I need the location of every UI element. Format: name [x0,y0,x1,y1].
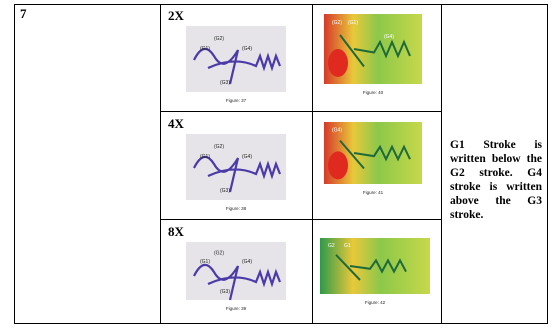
stroke-label: G1 [344,243,351,249]
ink-stroke [193,155,282,193]
stroke-label: (G4) [242,154,252,160]
thermal-photo [320,238,430,294]
stroke-label: (G2) [214,250,224,256]
stroke-label: (G2) [214,36,224,42]
stroke-label: (G3) [220,289,230,295]
stroke-label: (G4) [242,46,252,52]
sketch-figure: (G2) (G1) (G4) (G3) Figure: 38 [186,134,286,211]
figure-caption: Figure: 37 [226,98,247,103]
sketch-figure: (G2) (G1) (G4) (G3) Figure: 39 [186,242,286,311]
stroke-label: (G1) [200,154,210,160]
heat-spot [328,151,348,180]
sketch-figure: (G2) (G1) (G4) (G3) Figure: 37 [186,26,286,103]
stroke-label: (G2) [214,144,224,150]
stroke-trace [335,254,407,281]
thermal-figure: (G4) Figure: 41 [324,122,422,195]
stroke-label: (G1) [200,46,210,52]
row-number: 7 [20,6,27,21]
stroke-label: (G1) [348,20,358,26]
figure-caption: Figure: 42 [365,300,386,305]
stroke-trace [339,34,411,68]
magnification-label: 8X [168,224,184,239]
row-divider [160,219,442,220]
thermal-figure: (G2) (G1) (G4) Figure: 40 [324,14,422,95]
magnification-label: 4X [168,116,184,131]
stroke-label: (G2) [332,20,342,26]
row-divider [160,111,442,112]
ink-stroke [193,263,282,301]
stroke-label: G2 [328,243,335,249]
stroke-label: (G3) [220,188,230,194]
thermal-column [312,4,442,324]
observation-text: G1 Stroke is written below the G2 stroke… [450,139,542,221]
thermal-figure: G2 G1 Figure: 42 [320,238,430,305]
figure-caption: Figure: 38 [226,206,247,211]
number-column [14,4,161,324]
figure-caption: Figure: 39 [226,306,247,311]
stroke-label: (G4) [242,259,252,265]
stroke-label: (G3) [220,80,230,86]
stroke-label: (G1) [200,259,210,265]
figure-caption: Figure: 41 [363,190,384,195]
stroke-label: (G4) [332,127,342,133]
stroke-trace [339,139,411,170]
stroke-label: (G4) [384,34,394,40]
magnification-label: 2X [168,8,184,23]
figure-caption: Figure: 40 [363,90,384,95]
heat-spot [328,49,348,77]
ink-stroke [193,47,282,85]
